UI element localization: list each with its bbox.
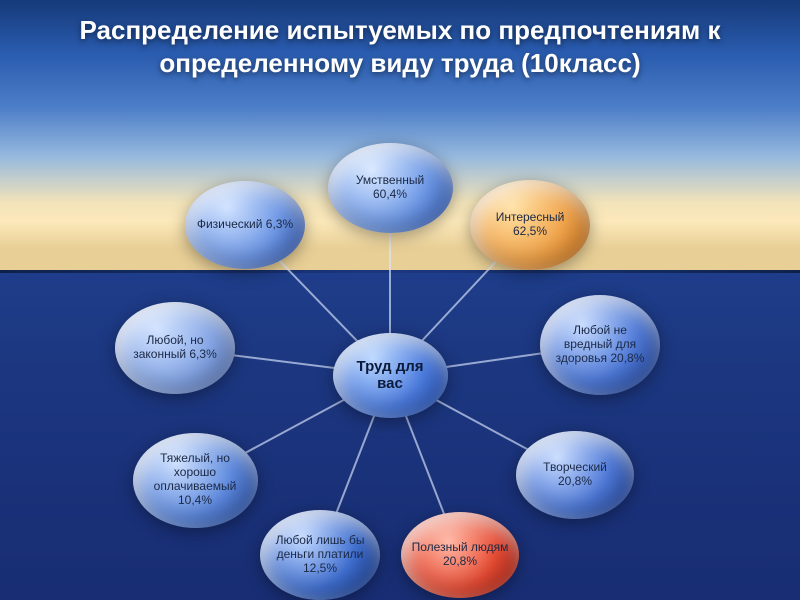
node-label: Полезный людям 20,8% <box>411 541 509 569</box>
diagram-node-useful: Полезный людям 20,8% <box>401 512 519 598</box>
page-title: Распределение испытуемых по предпочтения… <box>0 14 800 79</box>
diagram-node-safe: Любой не вредный для здоровья 20,8% <box>540 295 660 395</box>
diagram-node-interesting: Интересный 62,5% <box>470 180 590 270</box>
node-label: Умственный 60,4% <box>338 174 443 202</box>
node-label: Труд для вас <box>343 358 438 393</box>
diagram-node-physical: Физический 6,3% <box>185 181 305 269</box>
node-label: Любой, но законный 6,3% <box>125 334 225 362</box>
diagram-node-anymoney: Любой лишь бы деньги платили 12,5% <box>260 510 380 600</box>
sea-gradient <box>0 270 800 600</box>
diagram-node-mental: Умственный 60,4% <box>328 143 453 233</box>
node-label: Творческий 20,8% <box>526 461 624 489</box>
diagram-node-legal: Любой, но законный 6,3% <box>115 302 235 394</box>
node-label: Любой лишь бы деньги платили 12,5% <box>270 534 370 575</box>
background <box>0 0 800 600</box>
node-label: Интересный 62,5% <box>480 211 580 239</box>
diagram-node-center: Труд для вас <box>333 333 448 418</box>
diagram-node-hardpaid: Тяжелый, но хорошо оплачиваемый 10,4% <box>133 433 258 528</box>
node-label: Любой не вредный для здоровья 20,8% <box>550 324 650 365</box>
diagram-node-creative: Творческий 20,8% <box>516 431 634 519</box>
node-label: Тяжелый, но хорошо оплачиваемый 10,4% <box>143 452 248 507</box>
horizon-line <box>0 270 800 273</box>
node-label: Физический 6,3% <box>197 218 293 232</box>
